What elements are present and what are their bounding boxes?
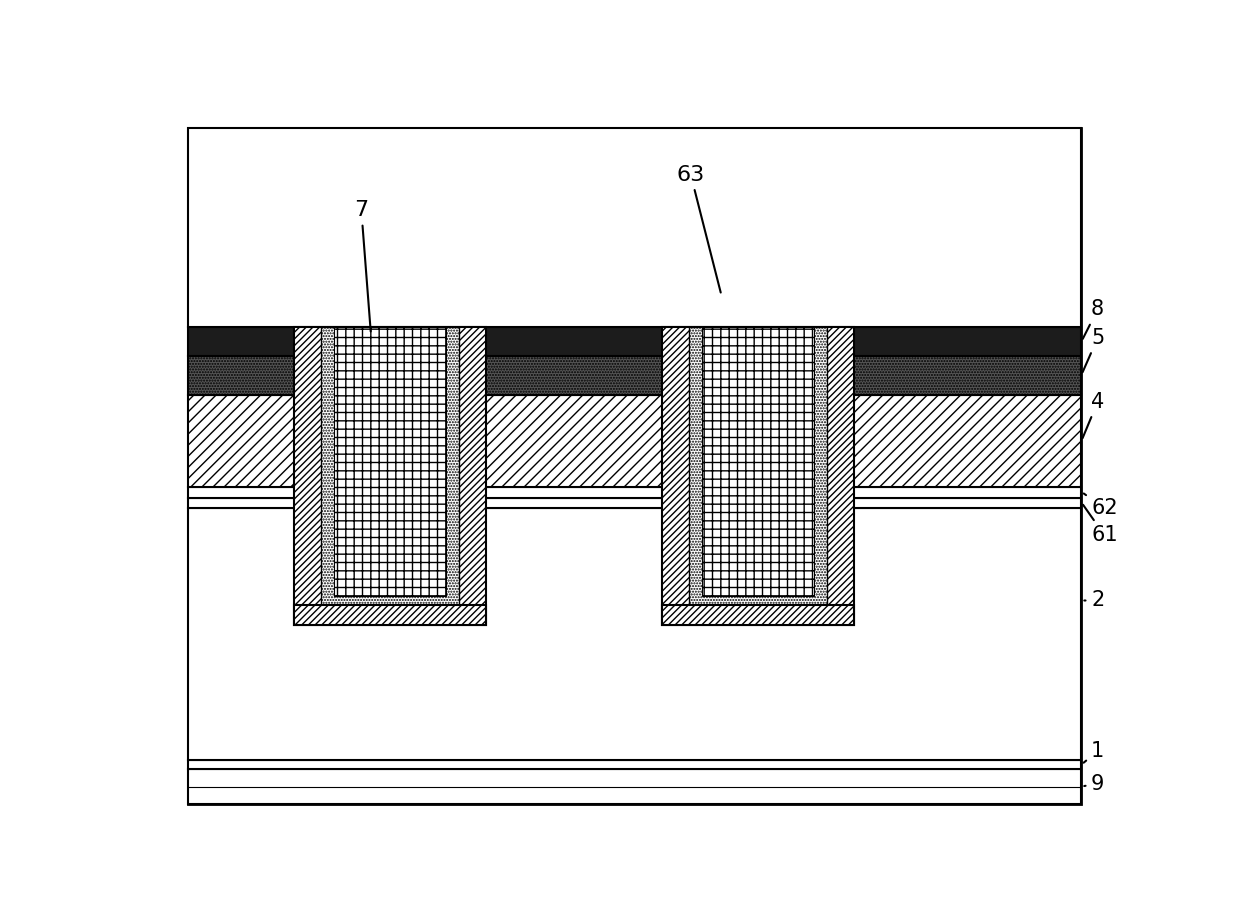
Bar bbox=[188, 498, 1082, 508]
Bar bbox=[188, 128, 1082, 327]
Bar bbox=[188, 761, 1082, 770]
Bar bbox=[188, 487, 1082, 498]
Bar bbox=[662, 327, 854, 625]
Bar bbox=[188, 508, 1082, 761]
Text: 1: 1 bbox=[1084, 741, 1104, 762]
Bar bbox=[294, 606, 486, 625]
Text: 61: 61 bbox=[1083, 505, 1118, 545]
Bar bbox=[662, 606, 854, 625]
Bar bbox=[689, 327, 828, 606]
Bar bbox=[703, 327, 814, 596]
Bar bbox=[188, 770, 1082, 804]
Bar bbox=[188, 327, 1082, 356]
Text: 7: 7 bbox=[354, 200, 370, 332]
Text: 2: 2 bbox=[1084, 590, 1104, 610]
Bar bbox=[335, 327, 446, 596]
Text: 62: 62 bbox=[1084, 493, 1118, 518]
Bar bbox=[188, 395, 1082, 487]
Text: 5: 5 bbox=[1083, 328, 1104, 372]
Bar bbox=[294, 327, 486, 625]
Text: 4: 4 bbox=[1083, 392, 1104, 438]
Text: 63: 63 bbox=[676, 164, 721, 292]
Text: 8: 8 bbox=[1083, 300, 1104, 339]
Bar bbox=[321, 327, 460, 606]
Bar bbox=[188, 356, 1082, 395]
Text: 9: 9 bbox=[1084, 774, 1104, 794]
